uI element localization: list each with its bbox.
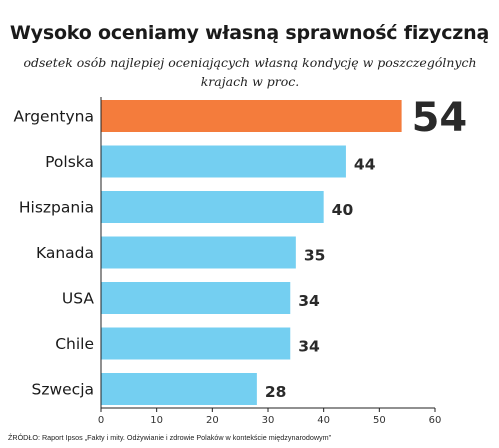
category-label: Kanada [36,244,94,262]
source-note: ŹRÓDŁO: Raport Ipsos „Fakty i mity. Odży… [8,433,332,442]
chart-title: Wysoko oceniamy własną sprawność fizyczn… [9,22,490,44]
x-tick-label: 50 [373,415,386,426]
x-tick-label: 60 [429,415,442,426]
x-tick-label: 40 [317,415,330,426]
category-label: USA [62,290,94,308]
value-label: 40 [332,201,354,219]
bar [101,191,324,223]
bar [101,236,296,269]
category-label: Chile [55,335,94,353]
x-tick-label: 0 [98,415,104,426]
value-label: 44 [354,156,376,174]
category-label: Szwecja [31,381,94,399]
category-label: Hiszpania [19,199,94,217]
x-tick-label: 30 [262,415,275,426]
bar [101,327,291,360]
bar [101,100,402,132]
value-label: 35 [304,247,326,265]
value-label: 34 [298,292,320,310]
bar [101,282,291,314]
value-label: 28 [265,383,287,401]
category-label: Argentyna [14,108,94,126]
category-label: Polska [45,153,94,171]
bar [101,145,346,178]
x-tick-label: 20 [206,415,219,426]
bar [101,373,257,405]
value-label: 54 [412,95,468,141]
value-label: 34 [298,338,320,356]
x-tick-label: 10 [150,415,163,426]
chart-subtitle: odsetek osób najlepiej oceniających włas… [23,55,477,89]
